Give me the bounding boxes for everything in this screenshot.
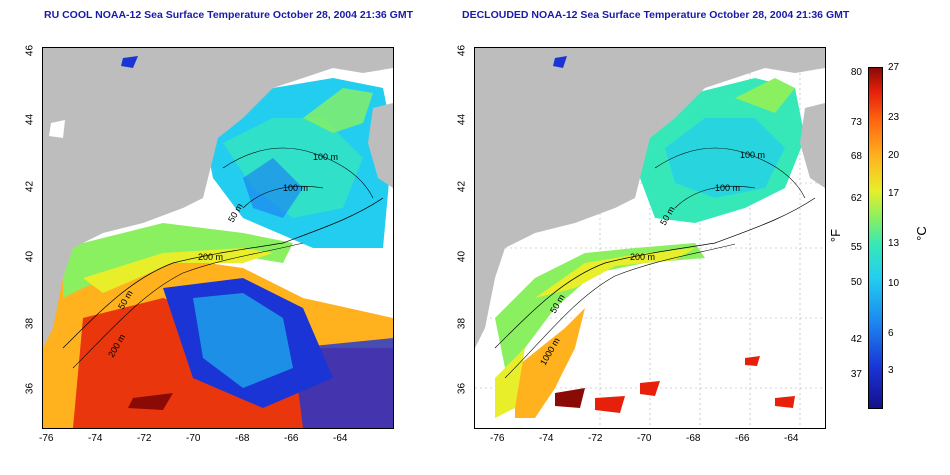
contour-label: 100 m bbox=[715, 183, 740, 193]
colorbar-c-label: 13 bbox=[888, 238, 900, 249]
contour-label: 100 m bbox=[313, 152, 338, 162]
fahrenheit-unit-label: °F bbox=[828, 228, 844, 243]
colorbar-c-label: 27 bbox=[888, 62, 900, 73]
colorbar-f-label: 62 bbox=[850, 193, 862, 204]
colorbar-f-label: 80 bbox=[850, 67, 862, 78]
x-tick: -76 bbox=[490, 433, 505, 444]
temperature-colorbar bbox=[868, 67, 883, 409]
colorbar-c-label: 17 bbox=[888, 188, 900, 199]
colorbar-f-label: 73 bbox=[850, 117, 862, 128]
y-tick: 36 bbox=[24, 382, 36, 395]
y-tick: 42 bbox=[24, 180, 36, 193]
y-tick: 36 bbox=[456, 382, 468, 395]
colorbar-c-label: 23 bbox=[888, 112, 900, 123]
x-tick: -72 bbox=[137, 433, 152, 444]
contour-label: 200 m bbox=[198, 252, 223, 262]
colorbar-c-label: 10 bbox=[888, 278, 900, 289]
x-tick: -70 bbox=[186, 433, 201, 444]
x-tick: -68 bbox=[235, 433, 250, 444]
x-tick: -76 bbox=[39, 433, 54, 444]
y-tick: 44 bbox=[456, 113, 468, 126]
x-tick: -74 bbox=[88, 433, 103, 444]
colorbar-f-label: 37 bbox=[850, 369, 862, 380]
colorbar-c-label: 3 bbox=[888, 365, 894, 376]
x-tick: -64 bbox=[333, 433, 348, 444]
x-tick: -72 bbox=[588, 433, 603, 444]
y-tick: 46 bbox=[24, 44, 36, 57]
x-tick: -64 bbox=[784, 433, 799, 444]
right-map-title: DECLOUDED NOAA-12 Sea Surface Temperatur… bbox=[462, 9, 850, 21]
contour-label: 200 m bbox=[630, 252, 655, 262]
y-tick: 40 bbox=[24, 250, 36, 263]
y-tick: 42 bbox=[456, 180, 468, 193]
x-tick: -68 bbox=[686, 433, 701, 444]
colorbar-f-label: 68 bbox=[850, 151, 862, 162]
colorbar-c-label: 6 bbox=[888, 328, 894, 339]
x-tick: -66 bbox=[284, 433, 299, 444]
contour-label: 100 m bbox=[283, 183, 308, 193]
x-tick: -74 bbox=[539, 433, 554, 444]
colorbar-f-label: 55 bbox=[850, 242, 862, 253]
celsius-unit-label: °C bbox=[913, 226, 929, 241]
colorbar-c-label: 20 bbox=[888, 150, 900, 161]
y-tick: 38 bbox=[456, 317, 468, 330]
colorbar-f-label: 42 bbox=[850, 334, 862, 345]
x-tick: -66 bbox=[735, 433, 750, 444]
y-tick: 44 bbox=[24, 113, 36, 126]
colorbar-f-label: 50 bbox=[850, 277, 862, 288]
x-tick: -70 bbox=[637, 433, 652, 444]
contour-label: 100 m bbox=[740, 150, 765, 160]
left-sst-map-graphic: 100 m 100 m 50 m 200 m 50 m 200 m bbox=[43, 48, 393, 428]
y-tick: 38 bbox=[24, 317, 36, 330]
left-sst-map: 100 m 100 m 50 m 200 m 50 m 200 m bbox=[42, 47, 394, 429]
left-map-title: RU COOL NOAA-12 Sea Surface Temperature … bbox=[44, 9, 413, 21]
right-sst-map-graphic: 100 m 100 m 50 m 200 m 50 m 1000 m bbox=[475, 48, 825, 428]
right-sst-map: 100 m 100 m 50 m 200 m 50 m 1000 m bbox=[474, 47, 826, 429]
y-tick: 40 bbox=[456, 250, 468, 263]
y-tick: 46 bbox=[456, 44, 468, 57]
